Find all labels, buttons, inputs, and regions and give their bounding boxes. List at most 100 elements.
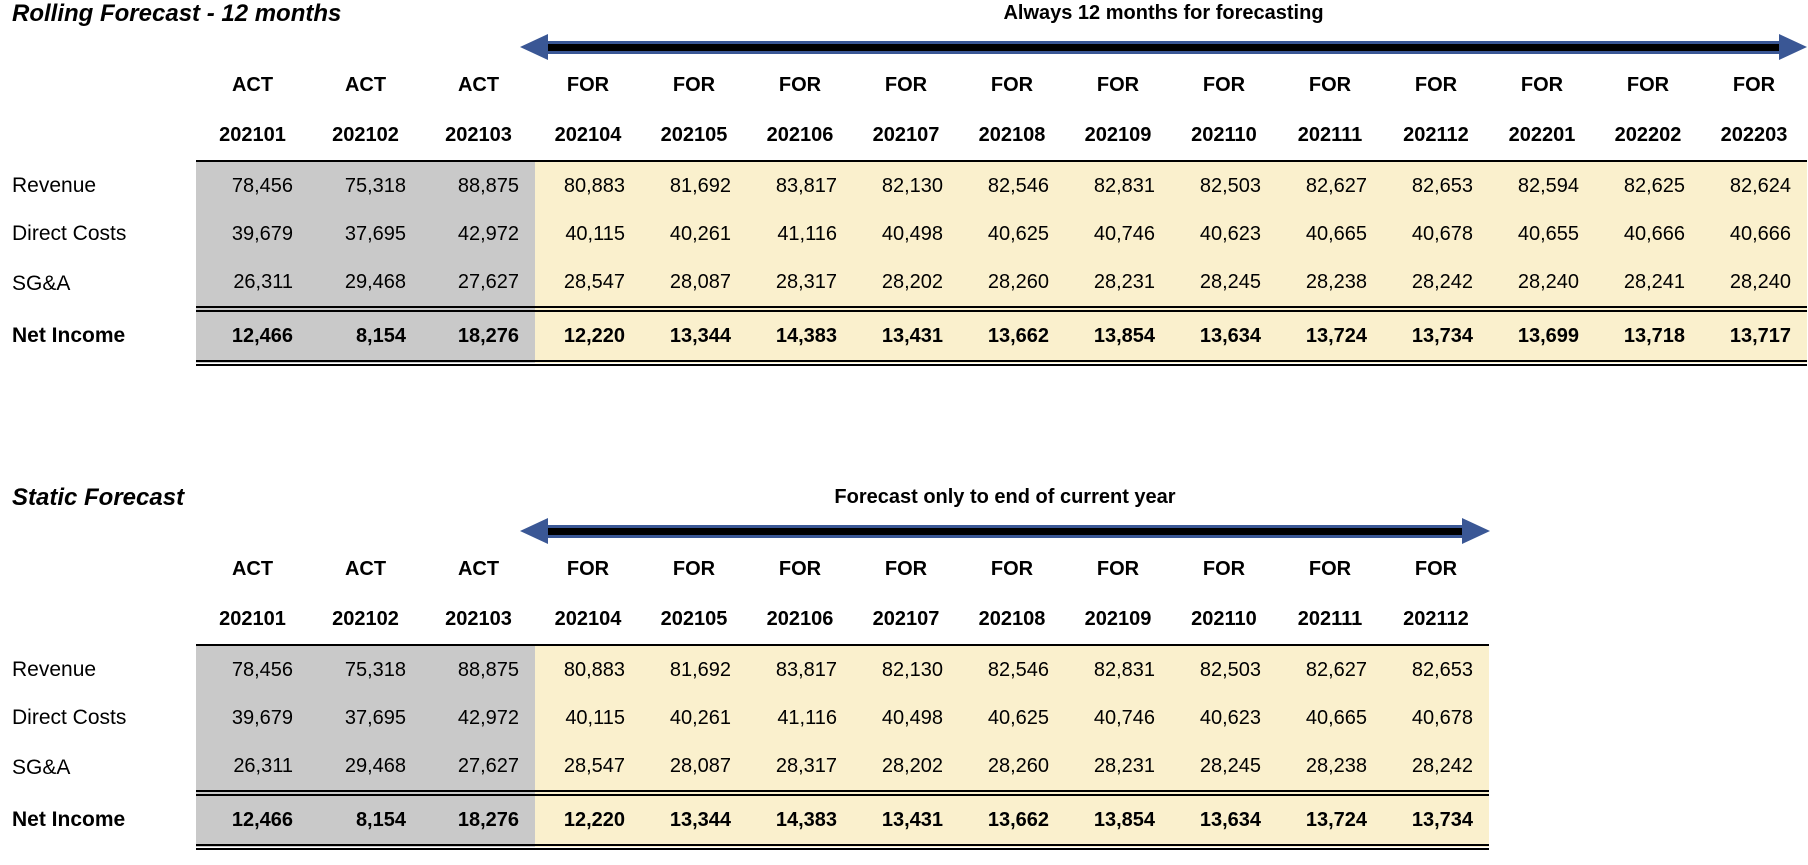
column-period-header: 202103 — [422, 594, 535, 645]
row-label: Direct Costs — [0, 694, 196, 742]
column-period-header: 202101 — [196, 594, 309, 645]
value-cell: 83,817 — [747, 160, 853, 210]
table-row: Revenue 78,456 75,318 88,875 80,883 81,692 83,… — [0, 644, 1489, 694]
column-period-header: 202108 — [959, 110, 1065, 161]
value-cell: 28,238 — [1277, 258, 1383, 309]
table-row: SG&A 26,311 29,468 27,627 28,547 28,087 28,317… — [0, 742, 1489, 793]
value-cell: 28,260 — [959, 258, 1065, 309]
column-type-header: FOR — [1065, 544, 1171, 594]
corner-spacer — [0, 594, 196, 645]
value-cell: 40,625 — [959, 694, 1065, 742]
value-cell: 82,627 — [1277, 160, 1383, 210]
column-period-header: 202102 — [309, 110, 422, 161]
value-cell: 13,854 — [1065, 306, 1171, 366]
value-cell: 80,883 — [535, 160, 641, 210]
value-cell: 75,318 — [309, 644, 422, 694]
value-cell: 28,238 — [1277, 742, 1383, 793]
value-cell: 13,634 — [1171, 306, 1277, 366]
value-cell: 18,276 — [422, 306, 535, 366]
column-type-header: FOR — [641, 544, 747, 594]
value-cell: 40,115 — [535, 694, 641, 742]
value-cell: 13,431 — [853, 790, 959, 850]
value-cell: 82,653 — [1383, 644, 1489, 694]
column-type-header: FOR — [747, 60, 853, 110]
value-cell: 28,202 — [853, 258, 959, 309]
column-type-header: FOR — [1065, 60, 1171, 110]
value-cell: 40,746 — [1065, 694, 1171, 742]
value-cell: 13,734 — [1383, 790, 1489, 850]
value-cell: 40,678 — [1383, 694, 1489, 742]
column-period-header: 202106 — [747, 594, 853, 645]
value-cell: 8,154 — [309, 306, 422, 366]
value-cell: 29,468 — [309, 258, 422, 309]
value-cell: 40,678 — [1383, 210, 1489, 258]
value-cell: 13,344 — [641, 790, 747, 850]
value-cell: 28,087 — [641, 742, 747, 793]
value-cell: 28,547 — [535, 258, 641, 309]
value-cell: 82,625 — [1595, 160, 1701, 210]
column-type-header: FOR — [853, 544, 959, 594]
value-cell: 42,972 — [422, 210, 535, 258]
column-period-header: 202203 — [1701, 110, 1807, 161]
column-type-header: FOR — [1383, 544, 1489, 594]
value-cell: 28,245 — [1171, 742, 1277, 793]
value-cell: 28,260 — [959, 742, 1065, 793]
value-cell: 81,692 — [641, 644, 747, 694]
column-type-header: ACT — [422, 544, 535, 594]
row-label: SG&A — [0, 258, 196, 309]
value-cell: 82,624 — [1701, 160, 1807, 210]
column-type-header: FOR — [959, 544, 1065, 594]
column-type-header: FOR — [1277, 544, 1383, 594]
value-cell: 37,695 — [309, 694, 422, 742]
value-cell: 28,240 — [1701, 258, 1807, 309]
row-label: Revenue — [0, 645, 196, 694]
arrow-right-head-icon — [1779, 34, 1807, 60]
value-cell: 39,679 — [196, 694, 309, 742]
value-cell: 12,220 — [535, 790, 641, 850]
value-cell: 28,547 — [535, 742, 641, 793]
value-cell: 28,240 — [1489, 258, 1595, 309]
column-type-header: FOR — [1277, 60, 1383, 110]
value-cell: 13,718 — [1595, 306, 1701, 366]
row-label: Direct Costs — [0, 210, 196, 258]
column-type-header: FOR — [1383, 60, 1489, 110]
value-cell: 27,627 — [422, 742, 535, 793]
value-cell: 14,383 — [747, 790, 853, 850]
column-type-header: FOR — [535, 544, 641, 594]
value-cell: 37,695 — [309, 210, 422, 258]
value-cell: 13,431 — [853, 306, 959, 366]
column-type-header: FOR — [853, 60, 959, 110]
column-period-header: 202107 — [853, 594, 959, 645]
value-cell: 82,594 — [1489, 160, 1595, 210]
value-cell: 78,456 — [196, 160, 309, 210]
value-cell: 42,972 — [422, 694, 535, 742]
arrow-left-head-icon — [520, 34, 548, 60]
value-cell: 40,261 — [641, 694, 747, 742]
value-cell: 28,242 — [1383, 258, 1489, 309]
value-cell: 81,692 — [641, 160, 747, 210]
value-cell: 40,261 — [641, 210, 747, 258]
value-cell: 28,087 — [641, 258, 747, 309]
column-period-header: 202110 — [1171, 110, 1277, 161]
column-period-header: 202201 — [1489, 110, 1595, 161]
value-cell: 27,627 — [422, 258, 535, 309]
table-row: Direct Costs 39,679 37,695 42,972 40,115 40,2… — [0, 210, 1807, 258]
value-cell: 82,130 — [853, 644, 959, 694]
arrow-right-head-icon — [1462, 518, 1490, 544]
value-cell: 40,623 — [1171, 694, 1277, 742]
value-cell: 13,662 — [959, 790, 1065, 850]
table-row: Net Income 12,466 8,154 18,276 12,220 13,344 1… — [0, 306, 1807, 366]
value-cell: 40,666 — [1701, 210, 1807, 258]
arrow-shaft — [548, 40, 1779, 54]
value-cell: 8,154 — [309, 790, 422, 850]
corner-spacer — [0, 110, 196, 161]
value-cell: 88,875 — [422, 644, 535, 694]
table-title: Rolling Forecast - 12 months — [12, 0, 342, 27]
value-cell: 13,724 — [1277, 790, 1383, 850]
value-cell: 13,699 — [1489, 306, 1595, 366]
value-cell: 18,276 — [422, 790, 535, 850]
column-period-header: 202103 — [422, 110, 535, 161]
value-cell: 28,317 — [747, 258, 853, 309]
value-cell: 40,498 — [853, 210, 959, 258]
